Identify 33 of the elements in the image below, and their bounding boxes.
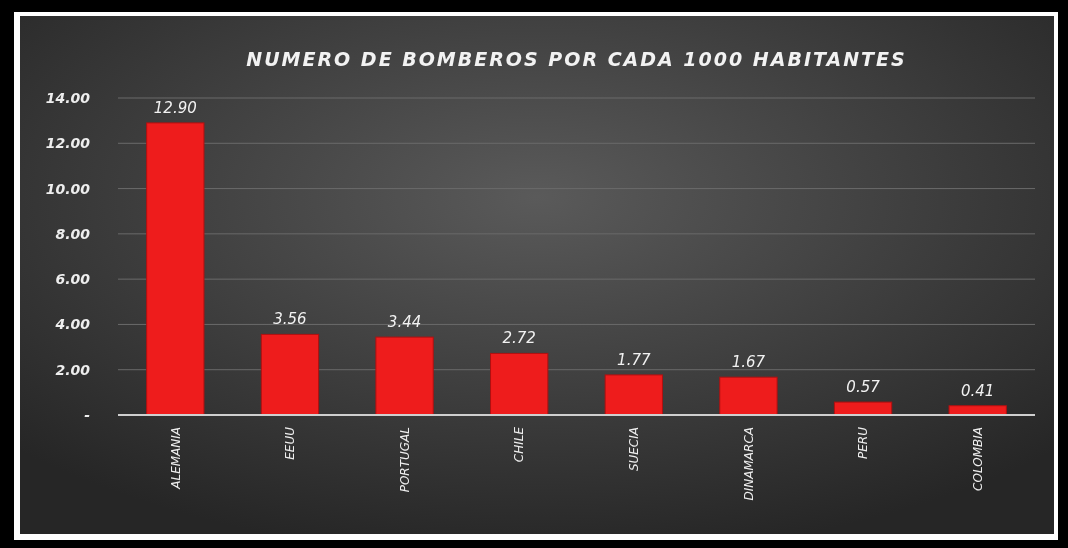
bar <box>260 333 320 416</box>
data-label: 3.56 <box>273 310 307 329</box>
bar <box>490 352 549 416</box>
y-tick-label: - <box>84 406 91 423</box>
x-tick-label: ALEMANIA <box>168 427 183 490</box>
data-label: 1.67 <box>731 353 766 372</box>
chart-title: NUMERO DE BOMBEROS POR CADA 1000 HABITANTES <box>246 48 907 70</box>
x-tick-label: CHILE <box>512 426 527 463</box>
y-tick-label: 4.00 <box>54 316 91 333</box>
x-tick-label: SUECIA <box>627 427 642 472</box>
y-tick-label: 14.00 <box>45 89 91 106</box>
bar <box>146 122 205 416</box>
data-label: 1.77 <box>617 350 651 369</box>
y-tick-label: 10.00 <box>45 180 91 197</box>
y-tick-label: 2.00 <box>55 361 91 378</box>
bar <box>604 374 663 416</box>
y-tick-label: 6.00 <box>55 271 91 288</box>
bar <box>833 401 893 416</box>
bar <box>948 405 1007 416</box>
bar <box>719 376 778 416</box>
x-tick-label: PERU <box>856 426 871 459</box>
bar <box>375 336 434 416</box>
x-tick-label: DINAMARCA <box>741 427 756 501</box>
data-label: 12.90 <box>153 98 197 117</box>
y-tick-label: 8.00 <box>55 225 91 242</box>
data-label: 2.72 <box>502 329 536 348</box>
data-label: 3.44 <box>387 313 422 332</box>
x-tick-label: EEUU <box>283 426 298 460</box>
data-label: 0.57 <box>846 378 881 397</box>
x-tick-label: PORTUGAL <box>397 427 412 493</box>
data-label: 0.41 <box>960 381 995 400</box>
y-tick-label: 12.00 <box>45 135 91 152</box>
x-tick-label: COLOMBIA <box>970 427 985 491</box>
